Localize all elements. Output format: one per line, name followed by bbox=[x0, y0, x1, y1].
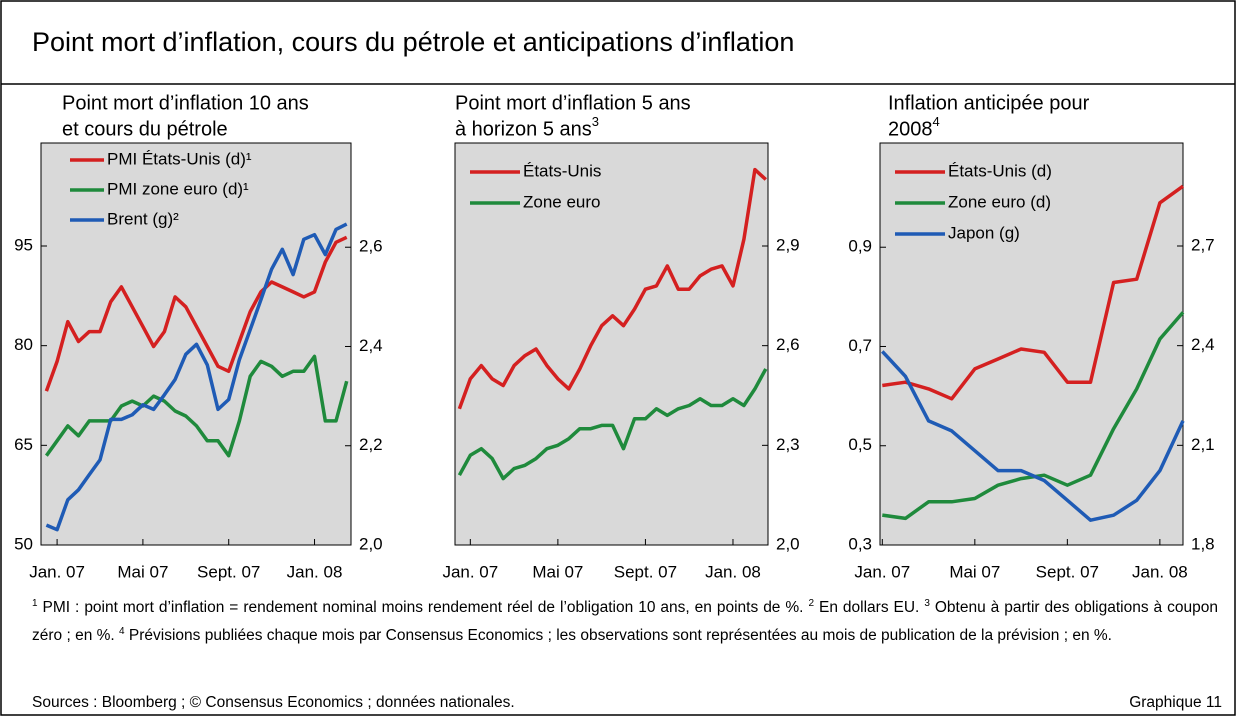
footnote-text: En dollars EU. bbox=[818, 599, 920, 617]
footnote-text: Prévisions publiées chaque mois par Cons… bbox=[128, 627, 1112, 645]
x-tick-label: Mai 07 bbox=[532, 562, 583, 581]
footnote-text: PMI : point mort d’inflation = rendement… bbox=[42, 599, 804, 617]
y-tick-label: 0,3 bbox=[848, 534, 872, 553]
y-tick-label: 65 bbox=[14, 435, 33, 454]
figure-title: Point mort d’inflation, cours du pétrole… bbox=[32, 27, 794, 57]
y2-tick-label: 2,9 bbox=[776, 235, 800, 254]
figure-label: Graphique 11 bbox=[1129, 694, 1222, 711]
x-tick-label: Mai 07 bbox=[117, 562, 168, 581]
legend-label: États-Unis bbox=[523, 161, 601, 180]
y2-tick-label: 2,2 bbox=[359, 435, 383, 454]
legend-label: États-Unis (d) bbox=[948, 161, 1052, 180]
legend-label: Zone euro (d) bbox=[948, 192, 1051, 211]
panel-title: Point mort d’inflation 5 ans bbox=[455, 92, 691, 114]
x-tick-label: Jan. 08 bbox=[1132, 562, 1188, 581]
footnote-mark: 3 bbox=[924, 598, 930, 609]
y2-tick-label: 2,6 bbox=[359, 237, 383, 256]
x-tick-label: Sept. 07 bbox=[197, 562, 260, 581]
y2-tick-label: 1,8 bbox=[1191, 534, 1215, 553]
footnote-mark: 2 bbox=[808, 598, 815, 609]
series-line bbox=[44, 235, 348, 392]
y-tick-label: 80 bbox=[14, 335, 33, 354]
x-tick-label: Jan. 08 bbox=[287, 562, 343, 581]
series-line bbox=[457, 167, 767, 410]
y-tick-label: 95 bbox=[14, 235, 33, 254]
y2-tick-label: 2,0 bbox=[359, 534, 383, 553]
y-tick-label: 0,5 bbox=[848, 435, 872, 454]
y2-tick-label: 2,6 bbox=[776, 335, 800, 354]
title-note: 4 bbox=[933, 114, 940, 129]
title-note: 3 bbox=[592, 114, 599, 129]
legend-label: PMI zone euro (d)¹ bbox=[107, 179, 249, 198]
series-line bbox=[44, 354, 349, 458]
plot-area bbox=[454, 142, 769, 546]
y2-tick-label: 2,4 bbox=[1191, 335, 1215, 354]
series-line bbox=[45, 222, 348, 532]
panel-title: Inflation anticipée pour bbox=[888, 92, 1090, 114]
x-tick-label: Sept. 07 bbox=[614, 562, 677, 581]
panel-title: Point mort d’inflation 10 ans bbox=[62, 92, 309, 114]
y2-tick-label: 2,7 bbox=[1191, 235, 1215, 254]
y-tick-label: 0,7 bbox=[848, 336, 872, 355]
sources: Sources : Bloomberg ; © Consensus Econom… bbox=[32, 694, 515, 711]
x-tick-label: Sept. 07 bbox=[1036, 562, 1099, 581]
y2-tick-label: 2,4 bbox=[359, 336, 383, 355]
footnotes: 1 PMI : point mort d’inflation = rendeme… bbox=[32, 592, 1218, 648]
footnote-mark: 1 bbox=[32, 598, 38, 609]
x-tick-label: Jan. 07 bbox=[29, 562, 85, 581]
x-tick-label: Mai 07 bbox=[949, 562, 1000, 581]
x-tick-label: Jan. 08 bbox=[705, 562, 761, 581]
panel-title: et cours du pétrole bbox=[62, 118, 228, 140]
legend-label: PMI États-Unis (d)¹ bbox=[107, 149, 252, 168]
legend-label: Brent (g)² bbox=[107, 209, 179, 228]
series-line bbox=[881, 350, 1185, 522]
panel-title: 20084 bbox=[888, 114, 940, 140]
panel-title: à horizon 5 ans3 bbox=[455, 114, 599, 140]
x-tick-label: Jan. 07 bbox=[854, 562, 910, 581]
y2-tick-label: 2,1 bbox=[1191, 435, 1215, 454]
y2-tick-label: 2,3 bbox=[776, 435, 800, 454]
legend-label: Zone euro bbox=[523, 192, 601, 211]
footnote-mark: 4 bbox=[119, 626, 125, 638]
series-line bbox=[457, 368, 768, 481]
legend-label: Japon (g) bbox=[948, 223, 1020, 242]
y2-tick-label: 2,0 bbox=[776, 534, 800, 553]
y-tick-label: 50 bbox=[14, 534, 33, 553]
footnote-text: Obtenu à partir des obligations à coupon… bbox=[32, 599, 1218, 645]
x-tick-label: Jan. 07 bbox=[442, 562, 498, 581]
y-tick-label: 0,9 bbox=[848, 237, 872, 256]
series-line bbox=[882, 184, 1185, 401]
